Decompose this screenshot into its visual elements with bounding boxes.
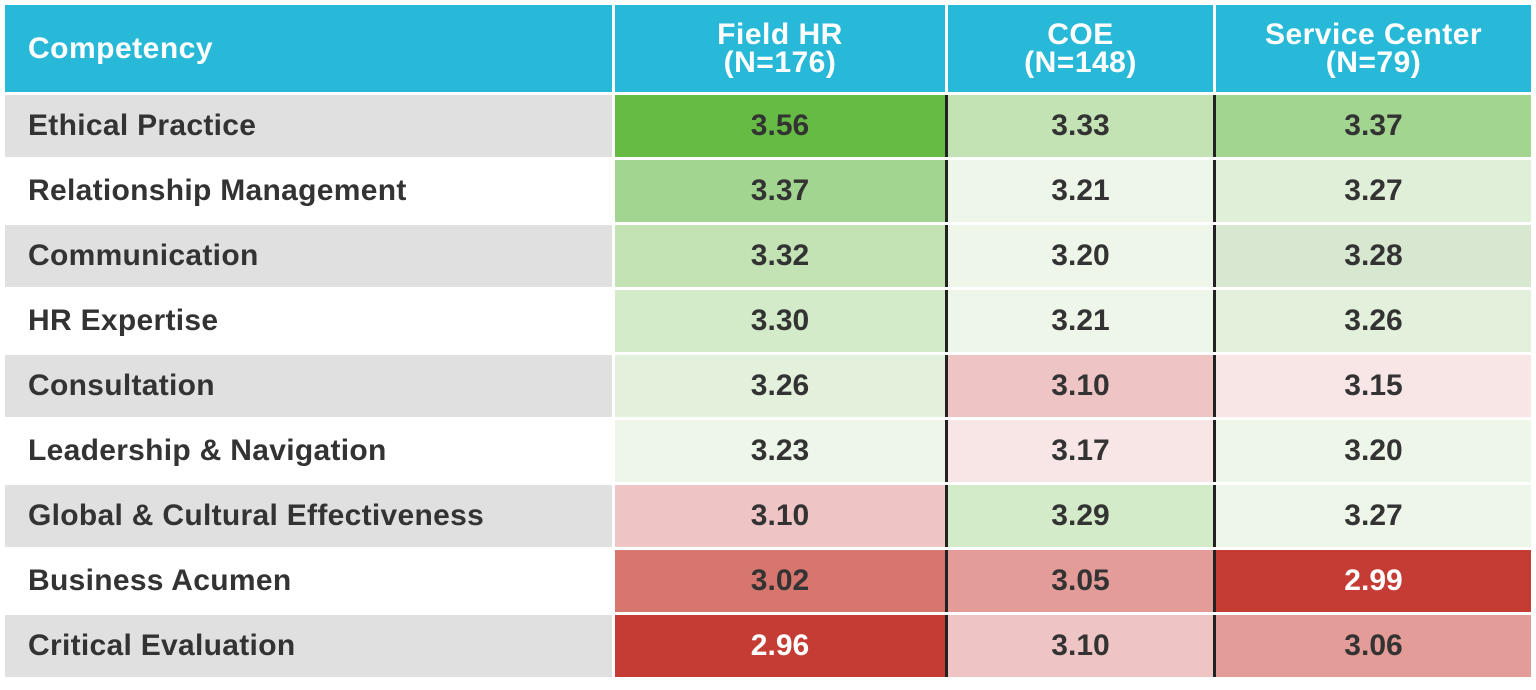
header-count: (N=148) xyxy=(1024,45,1137,79)
score-cell: 3.28 xyxy=(1216,225,1531,287)
score-cell: 3.27 xyxy=(1216,485,1531,547)
header-title: Field HR xyxy=(717,17,843,51)
score-cell: 3.37 xyxy=(1216,95,1531,157)
header-title: Service Center xyxy=(1264,17,1483,51)
header-cell: Field HR (N=176) xyxy=(615,5,945,92)
competency-name: Communication xyxy=(5,225,612,287)
score-cell: 3.32 xyxy=(615,225,945,287)
score-cell: 3.20 xyxy=(1216,420,1531,482)
competency-name: Ethical Practice xyxy=(5,95,612,157)
competency-name: Leadership & Navigation xyxy=(5,420,612,482)
header-title: Competency xyxy=(28,31,214,65)
header-cell: COE (N=148) xyxy=(948,5,1213,92)
competency-name: HR Expertise xyxy=(5,290,612,352)
score-cell: 2.96 xyxy=(615,615,945,677)
header-cell: Competency xyxy=(5,5,612,92)
score-cell: 3.05 xyxy=(948,550,1213,612)
score-cell: 3.15 xyxy=(1216,355,1531,417)
score-cell: 3.37 xyxy=(615,160,945,222)
heatmap-table: Competency Field HR (N=176) COE (N=148) Servi… xyxy=(5,5,1531,677)
score-cell: 3.26 xyxy=(1216,290,1531,352)
score-cell: 3.17 xyxy=(948,420,1213,482)
score-cell: 3.30 xyxy=(615,290,945,352)
score-cell: 3.21 xyxy=(948,160,1213,222)
score-cell: 3.27 xyxy=(1216,160,1531,222)
header-cell: Service Center (N=79) xyxy=(1216,5,1531,92)
competency-name: Relationship Management xyxy=(5,160,612,222)
score-cell: 3.20 xyxy=(948,225,1213,287)
score-cell: 3.21 xyxy=(948,290,1213,352)
score-cell: 3.29 xyxy=(948,485,1213,547)
score-cell: 3.10 xyxy=(948,355,1213,417)
competency-name: Consultation xyxy=(5,355,612,417)
score-cell: 3.10 xyxy=(615,485,945,547)
score-cell: 3.23 xyxy=(615,420,945,482)
header-count: (N=79) xyxy=(1325,45,1422,79)
header-title: COE xyxy=(1047,17,1114,51)
score-cell: 2.99 xyxy=(1216,550,1531,612)
header-count: (N=176) xyxy=(723,45,837,79)
competency-name: Business Acumen xyxy=(5,550,612,612)
score-cell: 3.06 xyxy=(1216,615,1531,677)
score-cell: 3.56 xyxy=(615,95,945,157)
score-cell: 3.33 xyxy=(948,95,1213,157)
competency-name: Global & Cultural Effectiveness xyxy=(5,485,612,547)
score-cell: 3.10 xyxy=(948,615,1213,677)
competency-name: Critical Evaluation xyxy=(5,615,612,677)
score-cell: 3.02 xyxy=(615,550,945,612)
score-cell: 3.26 xyxy=(615,355,945,417)
